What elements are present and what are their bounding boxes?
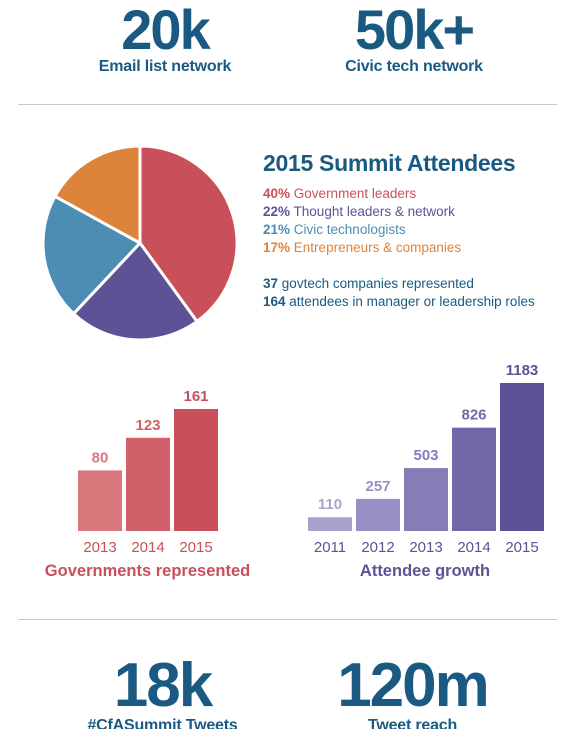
governments-chart-title: Governments represented: [44, 562, 251, 580]
note-govtech-companies: 37 govtech companies represented: [263, 276, 474, 291]
note-leadership-roles: 164 attendees in manager or leadership r…: [263, 294, 535, 309]
bar-2013: [404, 468, 448, 531]
bar-2015: [174, 409, 218, 531]
attendee-chart-title: Attendee growth: [359, 562, 491, 580]
note-text: attendees in manager or leadership roles: [289, 294, 535, 309]
pie-slice-entrepreneurs-companies: [53, 144, 142, 245]
divider-top: [18, 104, 557, 105]
bar-value-label-2013: 80: [92, 449, 109, 466]
axis-tick-2013: 2013: [83, 539, 116, 556]
legend-item-government: 40% Government leaders: [263, 186, 416, 201]
bar-2014: [452, 427, 496, 531]
legend-item-thought-leaders: 22% Thought leaders & network: [263, 204, 455, 219]
stat-email-list: 20k Email list network: [65, 2, 265, 76]
pie-slice-thought-leaders-network: [72, 241, 199, 342]
stat-reach-value: 120m: [337, 651, 490, 720]
note-num: 164: [263, 294, 286, 309]
legend-pct: 22%: [263, 204, 291, 219]
legend-text: Civic technologists: [293, 222, 406, 237]
legend-text: Entrepreneurs & companies: [293, 240, 462, 255]
axis-tick-2011: 2011: [314, 539, 346, 556]
bar-2014: [126, 437, 170, 531]
stat-civic-tech: 50k+ Civic tech network: [314, 2, 514, 76]
pie-slice-government-leaders: [138, 144, 239, 323]
legend-text: Government leaders: [293, 186, 417, 201]
bar-value-label-2015: 161: [183, 388, 208, 405]
bar-value-label-2014: 826: [461, 407, 486, 424]
attendee-growth-bar-chart: 110 2011 257 2012 503 2013 826 2014 1183 2015: [308, 362, 544, 556]
stat-email-value: 20k: [121, 0, 210, 61]
legend-item-entrepreneurs: 17% Entrepreneurs & companies: [263, 240, 461, 255]
legend-pct: 40%: [263, 186, 291, 201]
note-text: govtech companies represented: [281, 276, 474, 291]
pie-slice-civic-technologists: [41, 194, 142, 316]
bar-value-label-2012: 257: [365, 478, 390, 495]
stat-tweets-label: #CfASummit Tweets: [87, 717, 238, 729]
axis-tick-2012: 2012: [361, 539, 394, 556]
summit-title: 2015 Summit Attendees: [263, 150, 516, 176]
bar-value-label-2013: 503: [413, 447, 438, 464]
legend-pct: 17%: [263, 240, 291, 255]
bar-value-label-2011: 110: [318, 496, 342, 513]
bar-2011: [308, 517, 352, 531]
governments-bar-chart: 80 2013 123 2014 161 2015: [78, 388, 218, 556]
bar-value-label-2014: 123: [135, 417, 160, 434]
bar-2015: [500, 383, 544, 531]
legend-pct: 21%: [263, 222, 291, 237]
stat-reach: 120m Tweet reach: [320, 655, 505, 729]
axis-tick-2014: 2014: [457, 539, 490, 556]
legend-item-civic-technologists: 21% Civic technologists: [263, 222, 406, 237]
axis-tick-2015: 2015: [179, 539, 212, 556]
bar-2013: [78, 470, 122, 531]
stat-tweets-value: 18k: [113, 651, 213, 720]
axis-tick-2014: 2014: [131, 539, 164, 556]
summit-pie-chart: [41, 144, 239, 342]
note-num: 37: [263, 276, 279, 291]
legend-text: Thought leaders & network: [293, 204, 455, 219]
stat-civic-label: Civic tech network: [345, 58, 483, 75]
axis-tick-2013: 2013: [409, 539, 442, 556]
stat-civic-value: 50k+: [354, 0, 475, 61]
bar-value-label-2015: 1183: [506, 362, 539, 379]
stat-tweets: 18k #CfASummit Tweets: [60, 655, 265, 729]
bar-2012: [356, 498, 400, 531]
axis-tick-2015: 2015: [505, 539, 538, 556]
stat-email-label: Email list network: [98, 58, 232, 75]
divider-bottom: [18, 619, 557, 620]
stat-reach-label: Tweet reach: [367, 717, 458, 729]
